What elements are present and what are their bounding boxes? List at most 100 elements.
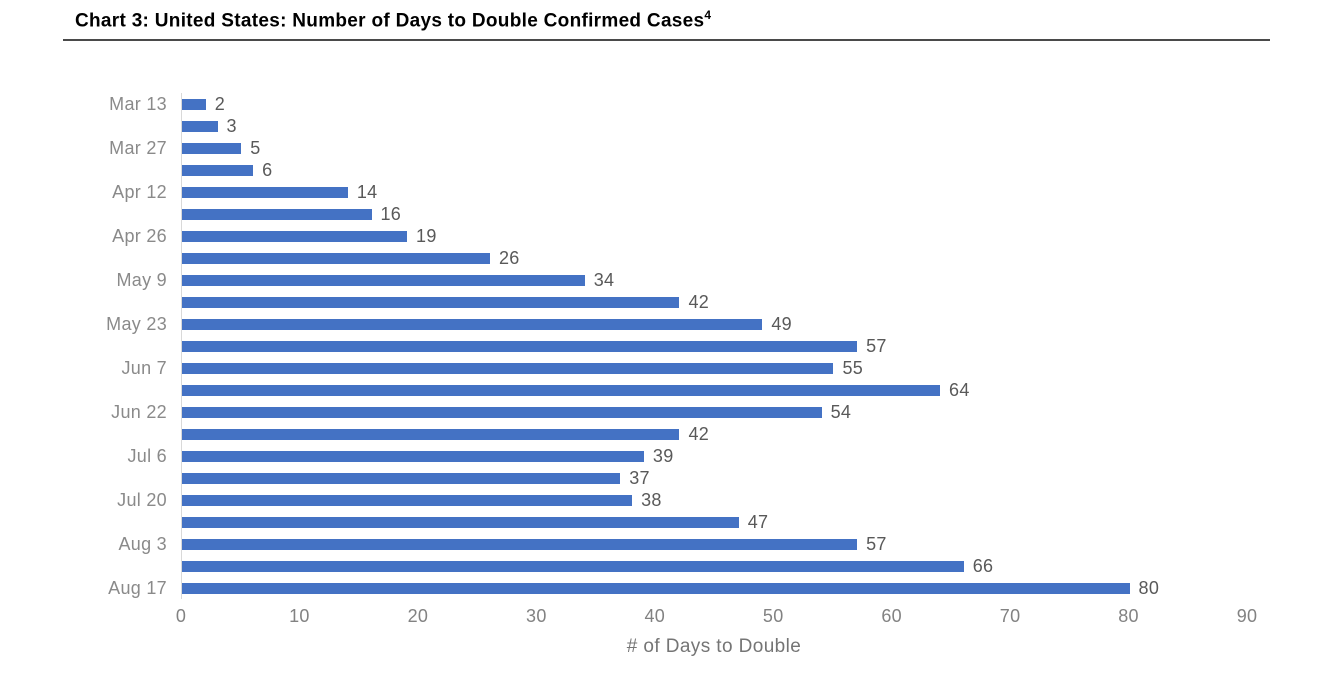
bar	[182, 538, 858, 550]
value-label: 6	[262, 159, 273, 180]
bar-row: 42	[75, 423, 1275, 445]
x-tick-label: 90	[1236, 606, 1258, 626]
value-label: 5	[250, 137, 261, 158]
category-label: Aug 17	[108, 577, 167, 598]
category-label: May 9	[116, 269, 167, 290]
value-label: 66	[972, 555, 994, 576]
bar-row: Mar 27 5	[75, 137, 1275, 159]
bar	[182, 98, 206, 110]
value-label: 42	[688, 423, 710, 444]
bar	[182, 362, 834, 374]
bar-track: 19	[181, 225, 1248, 247]
bar	[182, 384, 941, 396]
bar	[182, 120, 218, 132]
bar-row: Jun 7 55	[75, 357, 1275, 379]
bar	[182, 252, 490, 264]
bar	[182, 142, 242, 154]
bar-row: 37	[75, 467, 1275, 489]
bar-row: Apr 12 14	[75, 181, 1275, 203]
bar	[182, 516, 739, 528]
bar-row: 47	[75, 511, 1275, 533]
bar-track: 5	[181, 137, 1248, 159]
title-underline	[63, 39, 1270, 41]
value-label: 42	[688, 291, 710, 312]
value-label: 37	[629, 467, 650, 488]
bar-track: 39	[181, 445, 1248, 467]
category-label: Apr 12	[112, 181, 167, 202]
bar-track: 49	[181, 313, 1248, 335]
bar-track: 16	[181, 203, 1248, 225]
bar-track: 55	[181, 357, 1248, 379]
bar	[182, 208, 372, 220]
bar-row: 64	[75, 379, 1275, 401]
category-label: Apr 26	[112, 225, 167, 246]
bar-track: 14	[181, 181, 1248, 203]
bar	[182, 318, 763, 330]
bar-row: 42	[75, 291, 1275, 313]
bar-chart: Mar 13 2 3 Mar 27 5 6 Apr 12 14 16 Apr 26 19 26 May …	[75, 93, 1275, 658]
bar-track: 57	[181, 533, 1248, 555]
bar	[182, 582, 1130, 594]
x-axis: 0 10 20 30 40 50 60 70 80 90	[176, 599, 1257, 633]
x-tick-label: 70	[999, 606, 1021, 626]
category-label: Jul 20	[117, 489, 167, 510]
x-tick-label: 50	[762, 606, 784, 626]
bar-track: 54	[181, 401, 1248, 423]
bar-track: 80	[181, 577, 1248, 599]
x-tick-label: 30	[526, 606, 547, 626]
bar-row: May 9 34	[75, 269, 1275, 291]
bar-track: 66	[181, 555, 1248, 577]
bar-row: 16	[75, 203, 1275, 225]
value-label: 57	[866, 335, 887, 356]
category-label: Mar 13	[109, 93, 167, 114]
bar-row: Aug 3 57	[75, 533, 1275, 555]
bar-track: 3	[181, 115, 1248, 137]
bar-track: 42	[181, 423, 1248, 445]
bar-row: 6	[75, 159, 1275, 181]
bar	[182, 450, 644, 462]
footnote-marker: 4	[704, 8, 712, 22]
bar	[182, 296, 680, 308]
bar	[182, 164, 254, 176]
category-label: Jun 7	[121, 357, 167, 378]
bar	[182, 472, 621, 484]
x-tick-label: 40	[644, 606, 666, 626]
bar-track: 47	[181, 511, 1248, 533]
value-label: 38	[641, 489, 662, 510]
bar-row: Jun 22 54	[75, 401, 1275, 423]
x-tick-label: 0	[175, 606, 187, 626]
bar-row: Jul 20 38	[75, 489, 1275, 511]
bar-row: 66	[75, 555, 1275, 577]
bar-track: 6	[181, 159, 1248, 181]
value-label: 55	[842, 357, 864, 378]
value-label: 64	[949, 379, 970, 400]
value-label: 57	[866, 533, 887, 554]
value-label: 47	[747, 511, 769, 532]
bar-row: 26	[75, 247, 1275, 269]
bar	[182, 428, 680, 440]
bar	[182, 274, 585, 286]
value-label: 16	[380, 203, 402, 224]
bar-track: 38	[181, 489, 1248, 511]
value-label: 39	[652, 445, 674, 466]
value-label: 54	[830, 401, 852, 422]
value-label: 34	[593, 269, 615, 290]
bar-track: 42	[181, 291, 1248, 313]
bar	[182, 186, 348, 198]
bar-track: 34	[181, 269, 1248, 291]
x-tick-label: 10	[289, 606, 310, 626]
value-label: 3	[226, 115, 237, 136]
bar-track: 26	[181, 247, 1248, 269]
x-tick-label: 60	[881, 606, 902, 626]
category-label: Jun 22	[111, 401, 167, 422]
x-axis-title: # of Days to Double	[626, 636, 802, 657]
category-label: Mar 27	[109, 137, 167, 158]
bar-track: 64	[181, 379, 1248, 401]
chart-title-text: Chart 3: United States: Number of Days t…	[75, 10, 705, 32]
category-label: May 23	[106, 313, 167, 334]
bar-track: 57	[181, 335, 1248, 357]
value-label: 80	[1138, 577, 1160, 598]
bar-row: 3	[75, 115, 1275, 137]
bar-row: Mar 13 2	[75, 93, 1275, 115]
